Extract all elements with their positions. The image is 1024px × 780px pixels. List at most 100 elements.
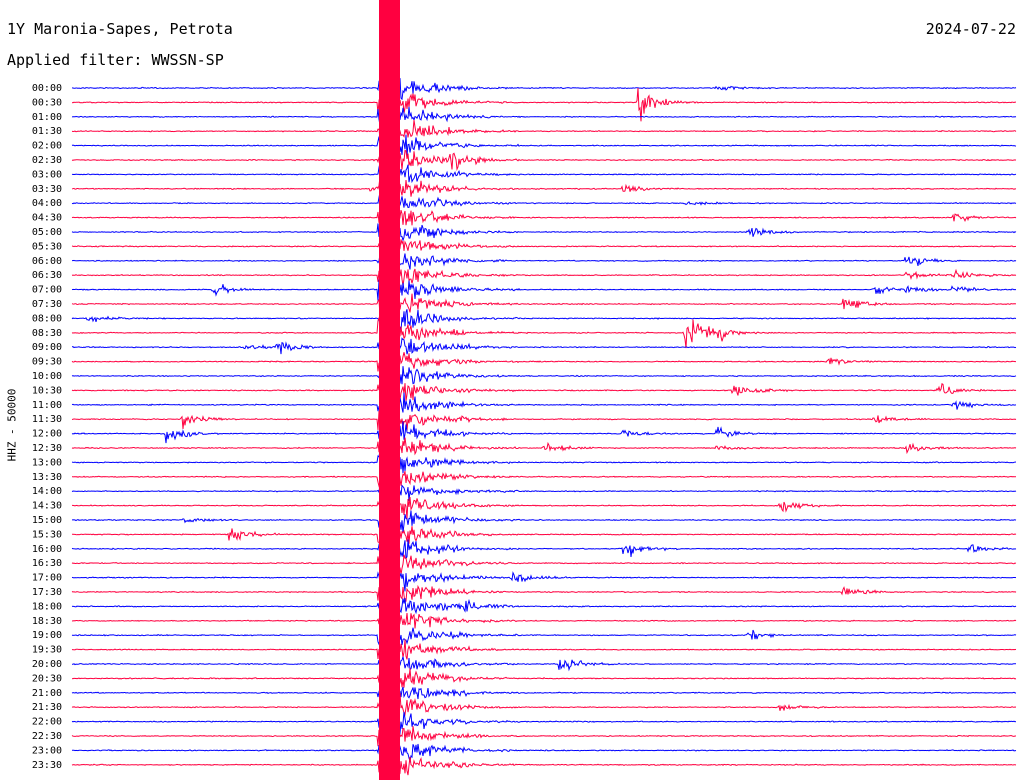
date-label: 2024-07-22 <box>925 20 1016 38</box>
trace-row-1030 <box>71 376 1017 402</box>
trace-row-1200 <box>71 421 1017 448</box>
row-time-label: 20:30 <box>32 673 62 684</box>
trace-row-0300 <box>71 162 1017 184</box>
trace-row-2130 <box>71 692 1017 716</box>
trace-group <box>71 0 1017 780</box>
row-time-label: 10:30 <box>32 385 62 396</box>
trace-row-0130 <box>71 119 1017 140</box>
row-time-label: 21:00 <box>32 688 62 699</box>
saturated-signal-band <box>379 0 400 780</box>
row-time-label: 17:00 <box>32 573 62 584</box>
row-time-label: 08:30 <box>32 328 62 339</box>
row-time-label: 04:00 <box>32 198 62 209</box>
trace-row-1500 <box>72 510 1017 533</box>
row-time-label: 03:00 <box>32 169 62 180</box>
row-time-label: 11:00 <box>32 400 62 411</box>
row-time-label: 15:30 <box>32 529 62 540</box>
row-time-label: 22:30 <box>32 731 62 742</box>
trace-row-1730 <box>71 580 1017 603</box>
row-time-label: 16:30 <box>32 558 62 569</box>
trace-row-1630 <box>71 551 1017 575</box>
station-title: 1Y Maronia-Sapes, Petrota <box>7 20 233 38</box>
trace-row-1430 <box>72 497 1017 520</box>
row-time-label: 05:00 <box>32 227 62 238</box>
trace-row-0630 <box>71 263 1017 286</box>
trace-row-1300 <box>71 450 1017 474</box>
row-time-label: 12:30 <box>32 443 62 454</box>
time-label-group: 00:00 00:30 01:00 01:30 02:00 02:30 03:00 03:30… <box>32 83 62 771</box>
row-time-label: 23:30 <box>32 760 62 771</box>
row-time-label: 00:00 <box>32 83 62 94</box>
filter-label: Applied filter: WWSSN-SP <box>7 51 224 69</box>
trace-row-1400 <box>71 483 1017 505</box>
trace-row-1530 <box>71 524 1017 547</box>
trace-row-1000 <box>71 365 1017 388</box>
trace-row-0900 <box>71 334 1017 362</box>
trace-row-0800 <box>71 309 1017 332</box>
trace-row-1900 <box>71 623 1017 646</box>
trace-row-2330 <box>71 756 1017 776</box>
row-time-label: 09:00 <box>32 342 62 353</box>
row-time-label: 03:30 <box>32 184 62 195</box>
row-time-label: 17:30 <box>32 587 62 598</box>
row-time-label: 15:00 <box>32 515 62 526</box>
row-time-label: 22:00 <box>32 717 62 728</box>
trace-row-1130 <box>71 410 1017 431</box>
trace-row-1230 <box>71 433 1017 459</box>
trace-row-0230 <box>71 149 1017 172</box>
row-time-label: 02:30 <box>32 155 62 166</box>
row-time-label: 01:30 <box>32 126 62 137</box>
row-time-label: 10:00 <box>32 371 62 382</box>
trace-row-0100 <box>71 103 1017 127</box>
trace-row-0000 <box>71 76 1017 101</box>
trace-row-2100 <box>71 682 1017 706</box>
trace-row-0030 <box>71 87 1016 122</box>
trace-row-2200 <box>71 709 1017 735</box>
trace-row-1800 <box>71 594 1017 615</box>
trace-row-1100 <box>71 392 1017 419</box>
trace-row-2300 <box>71 743 1017 763</box>
row-time-label: 19:00 <box>32 630 62 641</box>
row-time-label: 18:30 <box>32 616 62 627</box>
row-time-label: 23:00 <box>32 745 62 756</box>
row-time-label: 07:30 <box>32 299 62 310</box>
row-time-label: 00:30 <box>32 97 62 108</box>
trace-row-2030 <box>71 666 1017 689</box>
row-time-label: 18:00 <box>32 601 62 612</box>
row-time-label: 04:30 <box>32 213 62 224</box>
trace-row-1600 <box>71 536 1017 559</box>
trace-row-0400 <box>71 192 1017 212</box>
row-time-label: 21:30 <box>32 702 62 713</box>
row-time-label: 02:00 <box>32 141 62 152</box>
trace-row-2230 <box>71 724 1016 747</box>
row-time-label: 12:00 <box>32 429 62 440</box>
trace-row-0530 <box>71 237 1017 256</box>
row-time-label: 09:30 <box>32 357 62 368</box>
row-time-label: 01:00 <box>32 112 62 123</box>
trace-row-0830 <box>71 316 1017 349</box>
row-time-label: 06:00 <box>32 256 62 267</box>
row-time-label: 19:30 <box>32 645 62 656</box>
trace-row-1930 <box>71 639 1017 662</box>
trace-row-0430 <box>71 207 1017 230</box>
trace-row-1330 <box>72 468 1017 488</box>
row-time-label: 07:00 <box>32 285 62 296</box>
trace-row-1830 <box>71 612 1017 634</box>
row-time-label: 05:30 <box>32 241 62 252</box>
trace-row-0200 <box>71 132 1017 156</box>
row-time-label: 06:30 <box>32 270 62 281</box>
row-time-label: 14:30 <box>32 501 62 512</box>
row-time-label: 16:00 <box>32 544 62 555</box>
trace-row-0330 <box>71 176 1017 206</box>
row-time-label: 14:00 <box>32 486 62 497</box>
trace-row-0600 <box>72 249 1017 272</box>
row-time-label: 20:00 <box>32 659 62 670</box>
trace-row-2000 <box>72 655 1016 672</box>
row-time-label: 11:30 <box>32 414 62 425</box>
trace-row-0500 <box>71 219 1017 243</box>
trace-row-0930 <box>71 346 1016 373</box>
trace-row-0730 <box>71 293 1017 317</box>
row-time-label: 08:00 <box>32 313 62 324</box>
trace-row-0700 <box>71 277 1017 301</box>
